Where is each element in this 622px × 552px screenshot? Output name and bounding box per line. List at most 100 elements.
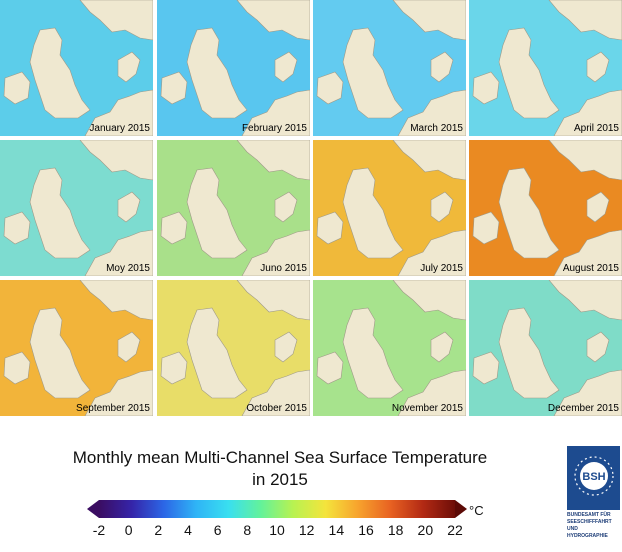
land-mass — [342, 307, 404, 399]
land-mass — [241, 369, 310, 416]
land-mass — [186, 167, 248, 259]
land-mass — [553, 229, 622, 276]
land-mass — [498, 307, 560, 399]
bsh-logo-text: BUNDESAMT FÜR SEESCHIFFFAHRT UND HYDROGR… — [567, 512, 622, 540]
land-mass — [498, 27, 560, 119]
land-mass — [186, 27, 248, 119]
logo-line-4: HYDROGRAPHIE — [567, 533, 608, 539]
month-label: August 2015 — [562, 263, 619, 274]
land-mass — [160, 71, 188, 105]
sst-map — [469, 280, 622, 416]
colorbar-tick-label: 16 — [358, 522, 374, 538]
land-mass — [342, 167, 404, 259]
land-mass — [430, 331, 454, 363]
colorbar-high-arrow — [455, 500, 467, 518]
land-mass — [79, 140, 153, 181]
land-mass — [586, 331, 610, 363]
month-map-panel: December 2015 — [469, 280, 622, 416]
colorbar-tick-label: -2 — [92, 522, 106, 538]
monthly-map-grid: January 2015 February 2015 March 2015 April… — [0, 0, 622, 416]
land-mass — [84, 369, 153, 416]
land-mass — [160, 211, 188, 245]
land-mass — [160, 351, 188, 385]
land-mass — [84, 89, 153, 136]
land-mass — [29, 27, 91, 119]
month-label: January 2015 — [89, 123, 150, 134]
land-mass — [430, 51, 454, 83]
land-mass — [472, 211, 500, 245]
month-map-panel: January 2015 — [0, 0, 153, 136]
sst-map — [469, 140, 622, 276]
month-label: April 2015 — [573, 123, 619, 134]
colorbar-tick-label: 10 — [269, 522, 285, 538]
colorbar-tick-label: 14 — [328, 522, 345, 538]
month-map-panel: Moy 2015 — [0, 140, 153, 276]
month-label: December 2015 — [547, 403, 619, 414]
land-mass — [498, 167, 560, 259]
month-label: November 2015 — [391, 403, 463, 414]
land-mass — [236, 280, 310, 321]
colorbar-tick-label: 12 — [298, 522, 315, 538]
land-mass — [316, 211, 344, 245]
logo-line-3: UND — [567, 526, 578, 532]
land-mass — [274, 51, 298, 83]
month-map-panel: November 2015 — [313, 280, 466, 416]
svg-text:BSH: BSH — [582, 471, 605, 483]
land-mass — [316, 71, 344, 105]
sst-map — [157, 140, 310, 276]
land-mass — [397, 369, 466, 416]
land-mass — [430, 191, 454, 223]
land-mass — [342, 27, 404, 119]
land-mass — [84, 229, 153, 276]
colorbar-tick-label: 22 — [447, 522, 463, 538]
month-map-panel: February 2015 — [157, 0, 310, 136]
month-label: October 2015 — [246, 403, 307, 414]
land-mass — [29, 167, 91, 259]
colorbar-tick-label: 6 — [213, 522, 222, 538]
land-mass — [3, 351, 31, 385]
colorbar-tick-label: 4 — [184, 522, 192, 538]
title-line-2: in 2015 — [252, 470, 308, 489]
logo-line-2: SEESCHIFFFAHRT — [567, 519, 612, 525]
title-line-1: Monthly mean Multi-Channel Sea Surface T… — [72, 448, 488, 467]
temperature-colorbar — [87, 500, 467, 518]
land-mass — [472, 351, 500, 385]
land-mass — [79, 0, 153, 41]
month-label: Moy 2015 — [106, 263, 150, 274]
month-map-panel: September 2015 — [0, 280, 153, 416]
land-mass — [236, 0, 310, 41]
month-label: September 2015 — [76, 403, 150, 414]
sst-map — [469, 0, 622, 136]
land-mass — [392, 0, 466, 41]
month-label: March 2015 — [410, 123, 463, 134]
colorbar-tick-label: 0 — [124, 522, 133, 538]
land-mass — [241, 229, 310, 276]
month-map-panel: April 2015 — [469, 0, 622, 136]
land-mass — [397, 89, 466, 136]
land-mass — [79, 280, 153, 321]
colorbar-body — [99, 500, 455, 518]
land-mass — [316, 351, 344, 385]
colorbar-tick-label: 8 — [243, 522, 252, 538]
colorbar-ticks: -2 0 2 4 6 8 10 12 14 16 18 20 22 — [0, 522, 622, 542]
month-map-panel: March 2015 — [313, 0, 466, 136]
month-map-panel: October 2015 — [157, 280, 310, 416]
colorbar-low-arrow — [87, 500, 99, 518]
land-mass — [117, 191, 141, 223]
land-mass — [548, 140, 622, 181]
land-mass — [472, 71, 500, 105]
sst-map — [157, 280, 310, 416]
sst-map — [313, 0, 466, 136]
land-mass — [586, 191, 610, 223]
land-mass — [236, 140, 310, 181]
land-mass — [274, 331, 298, 363]
logo-line-1: BUNDESAMT FÜR — [567, 512, 611, 518]
sst-map — [313, 140, 466, 276]
colorbar-tick-label: 18 — [387, 522, 404, 538]
land-mass — [553, 369, 622, 416]
land-mass — [117, 51, 141, 83]
month-label: Juno 2015 — [260, 263, 307, 274]
land-mass — [241, 89, 310, 136]
sst-map — [157, 0, 310, 136]
land-mass — [29, 307, 91, 399]
